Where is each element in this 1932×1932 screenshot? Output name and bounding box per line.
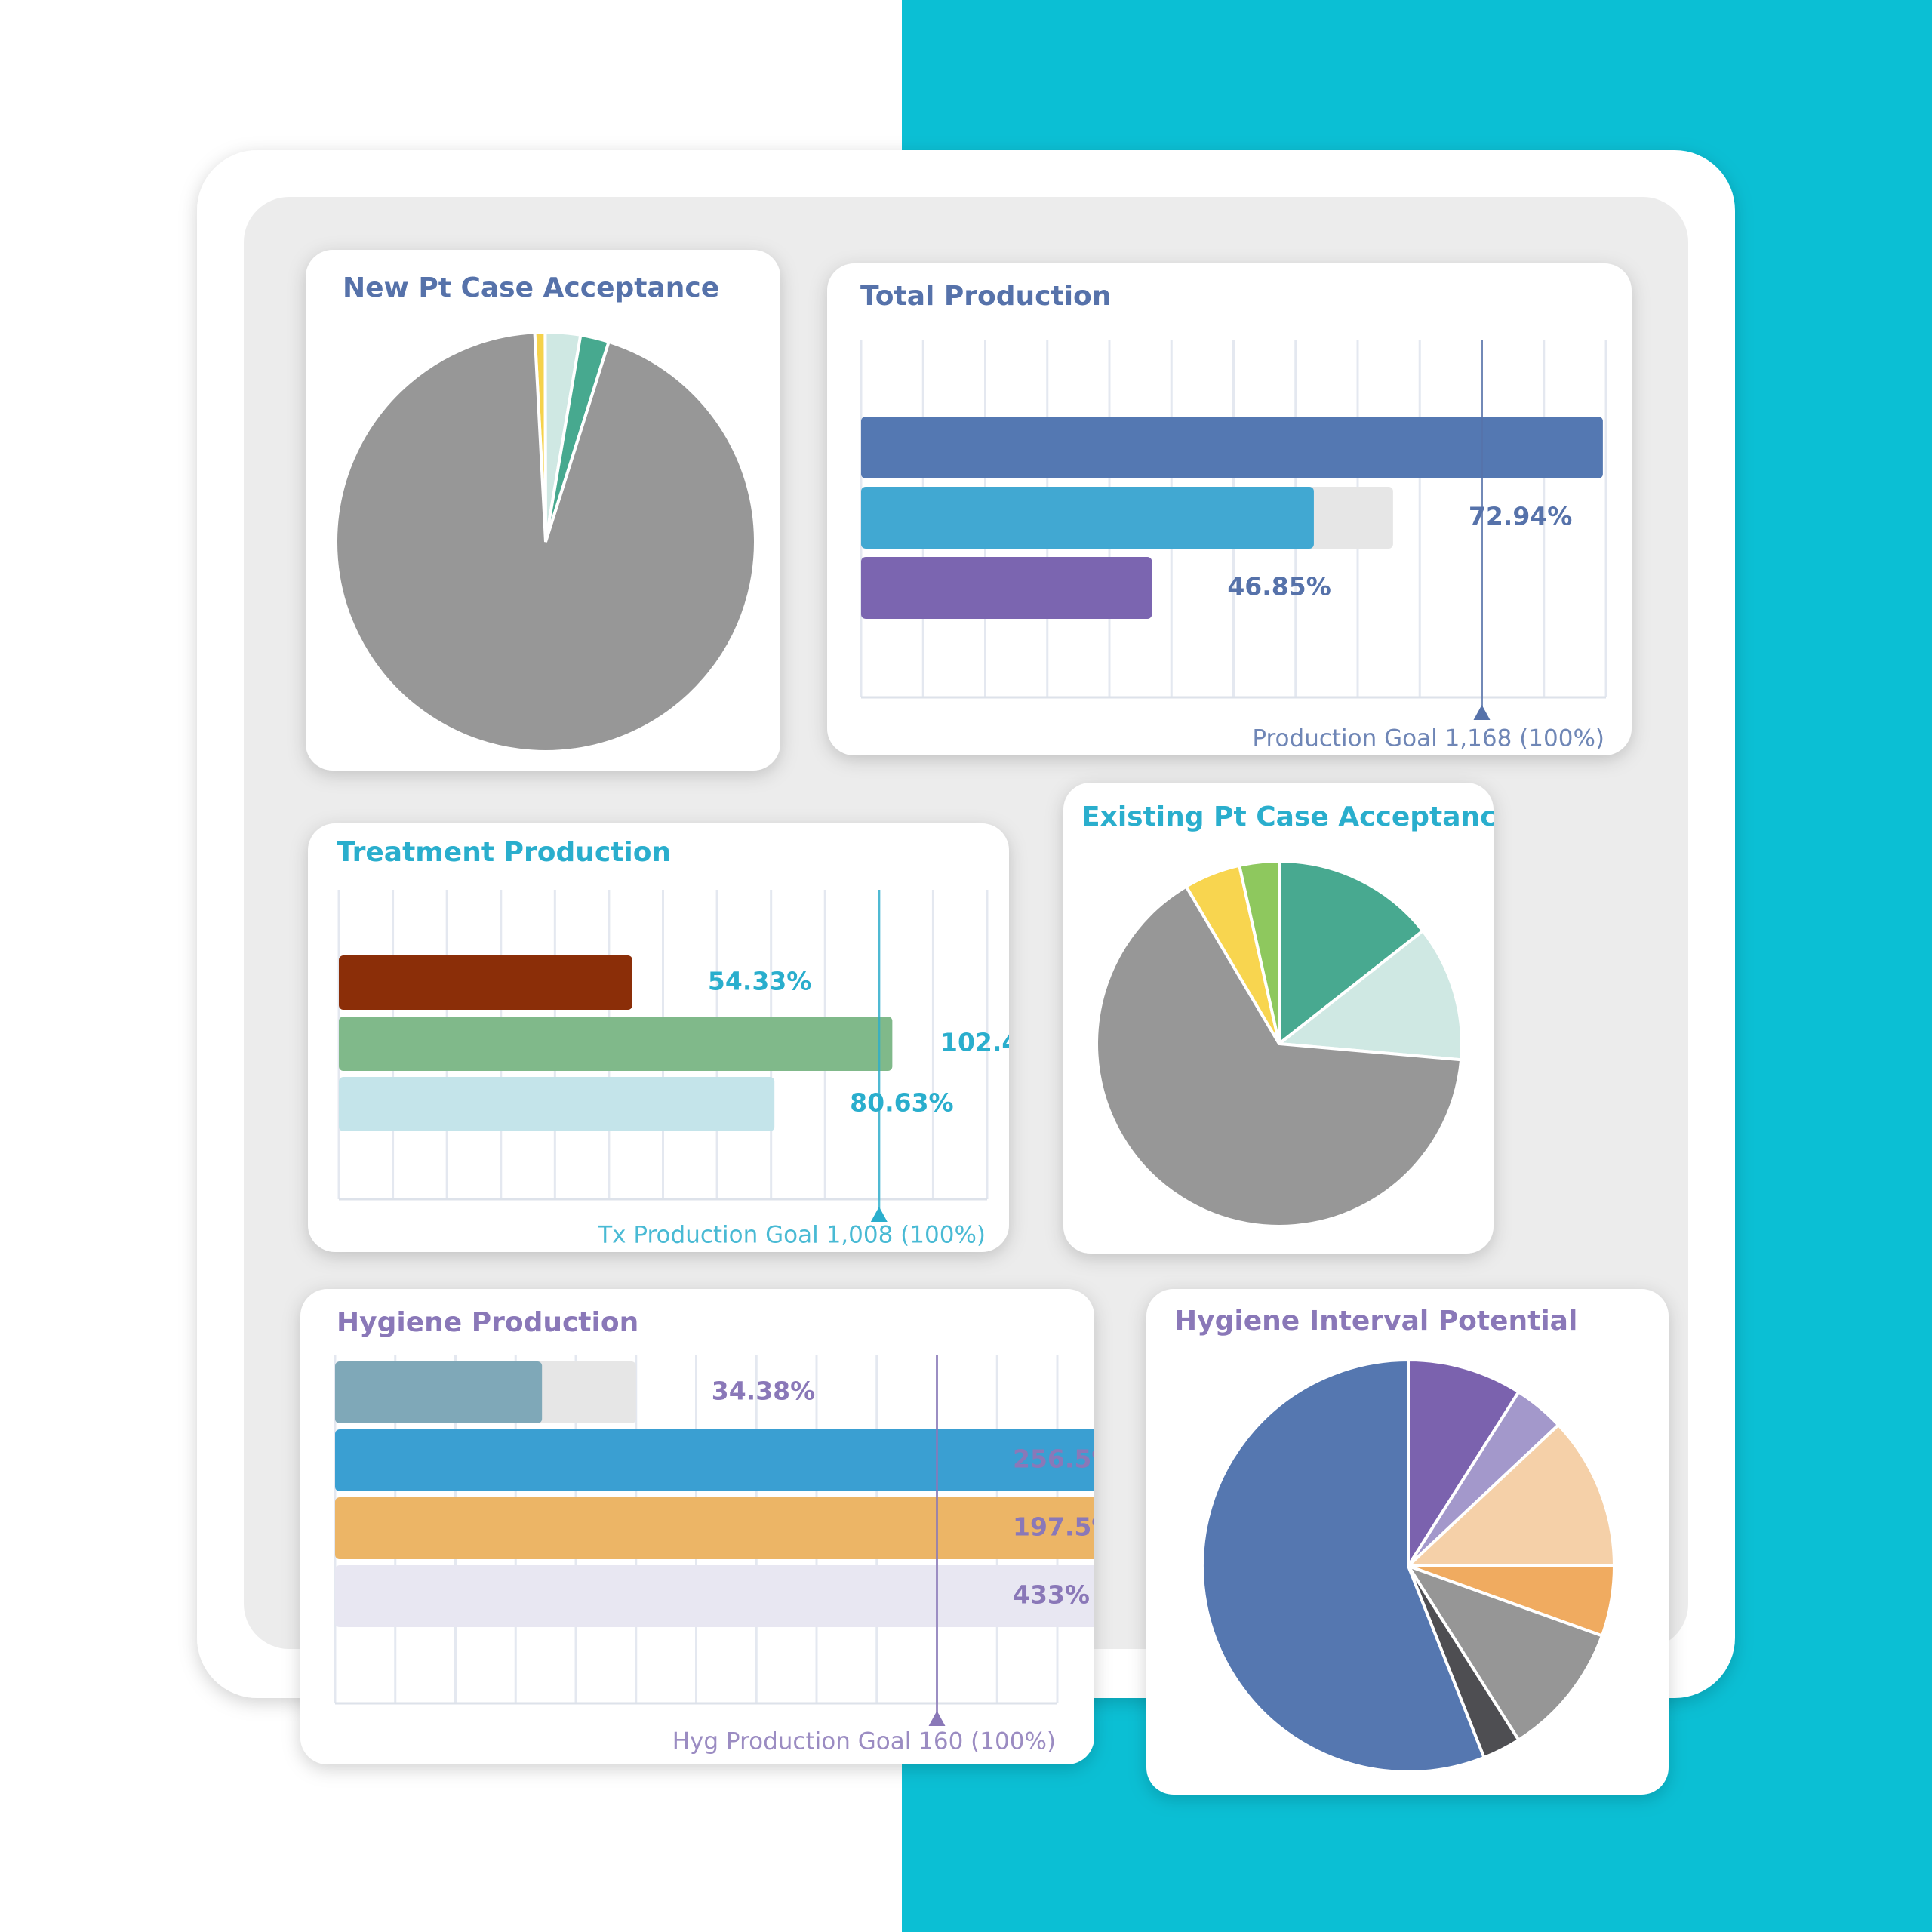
value-label: 256.5% [1013,1444,1116,1474]
pie-slice [1201,1358,1487,1774]
pie-slice [334,331,757,753]
goal-marker [870,1207,888,1222]
bar [335,1497,1094,1559]
goal-label: Production Goal 1,168 (100%) [1252,725,1604,752]
bar [335,1565,1094,1627]
value-label: 433% [1013,1580,1090,1610]
bar [861,417,1603,478]
bar [335,1361,543,1423]
pie-slice [1278,859,1426,1048]
value-label: 197.5% [1013,1512,1116,1542]
bar [861,557,1152,619]
chart: Existing Pt Case Acceptance [1081,801,1515,1228]
pie-slice [1275,928,1463,1062]
card-title: Hygiene Production [337,1307,638,1338]
goal-marker [928,1711,946,1726]
chart: New Pt Case Acceptance [334,272,757,753]
chart: Hygiene Production 34.38% 256.5% 197.5% 433%… [334,1307,1116,1755]
pie-slice [1407,1358,1521,1571]
chart: Hygiene Interval Potential [1174,1306,1617,1774]
chart: Total Production 72.94% 46.85% Production G… [860,281,1607,752]
chart: Treatment Production 54.33% 102.45 80.63% Tx… [337,837,1036,1249]
bar [861,487,1314,549]
card-title: Total Production [860,281,1111,312]
card-title: Hygiene Interval Potential [1174,1306,1577,1337]
value-label: 46.85% [1227,572,1331,601]
value-label: 54.33% [708,967,811,996]
bar [339,955,632,1010]
goal-label: Hyg Production Goal 160 (100%) [672,1728,1056,1755]
pie-slice [1404,1563,1604,1743]
value-label: 72.94% [1469,502,1572,531]
card-title: Treatment Production [337,837,671,868]
pie-slice [1404,1423,1617,1567]
bar [339,1017,893,1071]
pie-slice [1237,859,1281,1044]
value-label: 80.63% [850,1088,953,1118]
value-label: 34.38% [712,1377,815,1406]
goal-marker [1473,705,1491,720]
goal-label: Tx Production Goal 1,008 (100%) [597,1222,986,1249]
pie-slice [1095,884,1463,1228]
card-title: Existing Pt Case Acceptance [1081,801,1515,832]
bar [335,1429,1094,1491]
value-label: 102.45 [940,1028,1036,1057]
card-title: New Pt Case Acceptance [343,272,719,303]
bar [339,1077,775,1131]
